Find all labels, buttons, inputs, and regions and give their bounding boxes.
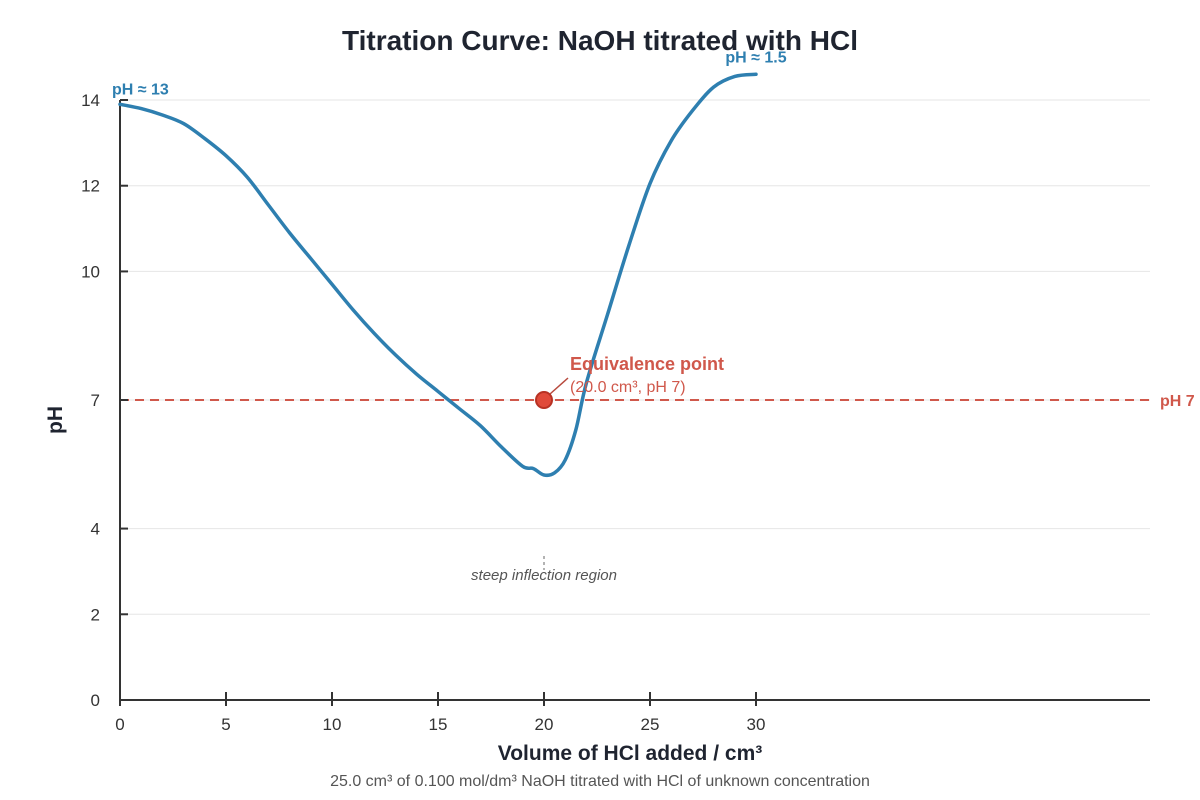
chart-title: Titration Curve: NaOH titrated with HCl [342, 25, 858, 56]
y-tick-label-10: 10 [81, 262, 100, 281]
x-tick-label-30: 30 [747, 715, 766, 734]
y-tick-label-14: 14 [81, 91, 100, 110]
x-tick-label-10: 10 [323, 715, 342, 734]
y-tick-label-12: 12 [81, 177, 100, 196]
equivalence-point-marker [535, 391, 553, 409]
x-tick-label-5: 5 [221, 715, 230, 734]
y-tick-label-4: 4 [91, 520, 100, 539]
ph7-reference-label: pH 7 [1160, 393, 1195, 410]
end-ph-label: pH ≈ 1.5 [725, 49, 786, 66]
y-axis-title: pH [44, 406, 67, 434]
equivalence-point-label: Equivalence point [570, 354, 724, 374]
equivalence-leader-line [549, 377, 569, 395]
x-tick-label-15: 15 [429, 715, 448, 734]
start-ph-label: pH ≈ 13 [112, 81, 169, 98]
chart-caption: 25.0 cm³ of 0.100 mol/dm³ NaOH titrated … [330, 773, 870, 790]
x-tick-label-25: 25 [641, 715, 660, 734]
titration-curve-line [118, 72, 758, 478]
x-tick-label-20: 20 [535, 715, 554, 734]
y-tick-label-7: 7 [91, 391, 100, 410]
x-tick-label-0: 0 [115, 715, 124, 734]
y-tick-label-2: 2 [91, 605, 100, 624]
y-tick-label-0: 0 [91, 691, 100, 710]
axis-ticks: 0 2 4 7 10 12 14 0 5 10 15 20 25 30 [81, 91, 765, 734]
inflection-note: steep inflection region [471, 567, 617, 584]
x-axis-title: Volume of HCl added / cm³ [498, 742, 762, 765]
equivalence-point-coordinates: (20.0 cm³, pH 7) [570, 379, 686, 396]
